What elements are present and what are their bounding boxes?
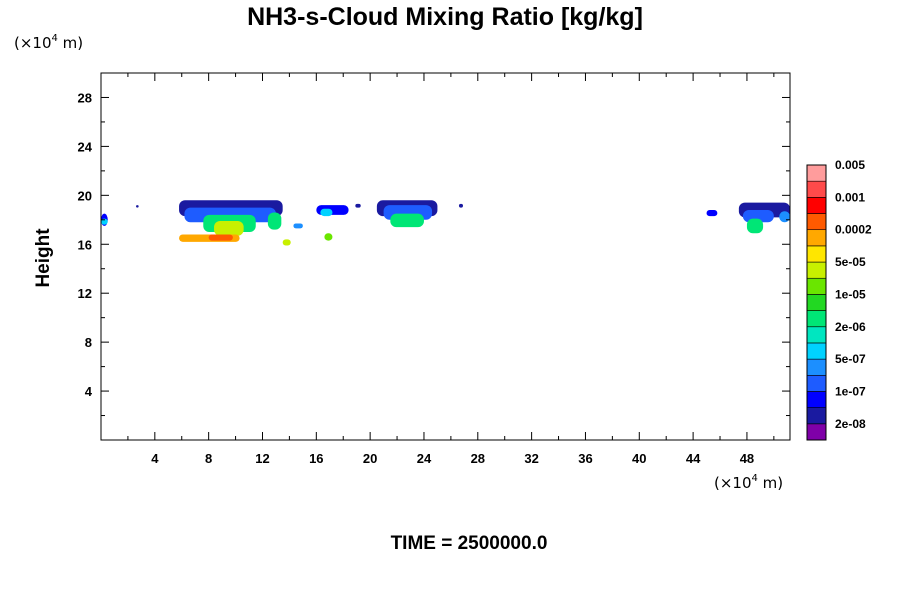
- colorbar-tick-label: 0.0002: [835, 223, 872, 237]
- y-tick-label: 8: [85, 335, 92, 350]
- x-tick-label: 20: [363, 451, 377, 466]
- x-tick-label: 40: [632, 451, 646, 466]
- colorbar-swatch: [806, 342, 827, 360]
- cloud-region-3: [214, 221, 244, 236]
- colorbar-tick-label: 2e-06: [835, 320, 866, 334]
- plot-background: [101, 73, 790, 440]
- x-axis: 4 8 12 16 20 24 28 32 36 40 44 48: [127, 73, 775, 466]
- colorbar-tick-label: 0.005: [835, 158, 865, 172]
- cloud-region-6: [267, 212, 282, 230]
- colorbar-swatch: [806, 245, 827, 263]
- colorbar-swatch: [806, 423, 827, 441]
- colorbar-tick-label: 5e-07: [835, 352, 866, 366]
- chart-title: NH3-s-Cloud Mixing Ratio [kg/kg]: [247, 3, 643, 31]
- x-tick-label: 12: [255, 451, 269, 466]
- cloud-region-21: [779, 211, 790, 223]
- colorbar-tick-label: 2e-08: [835, 417, 866, 431]
- colorbar-swatch: [806, 164, 827, 182]
- cloud-region-17: [706, 210, 718, 217]
- colorbar-swatch: [806, 310, 827, 328]
- colorbar-swatch: [806, 294, 827, 311]
- colorbar-swatch: [806, 277, 827, 295]
- cloud-region-7: [282, 239, 291, 246]
- cloud-region-15: [390, 213, 424, 228]
- x-tick-label: 8: [205, 451, 212, 466]
- x-tick-label: 24: [417, 451, 432, 466]
- time-label: TIME = 2500000.0: [391, 533, 548, 554]
- colorbar-frame: [806, 164, 827, 441]
- x-tick-label: 44: [686, 451, 701, 466]
- y-tick-label: 12: [78, 286, 92, 301]
- cloud-region-24: [135, 205, 139, 208]
- colorbar-tick-label: 5e-05: [835, 255, 866, 269]
- colorbar-swatch: [806, 213, 827, 231]
- cloud-region-16: [458, 203, 463, 208]
- colorbar-swatch: [806, 374, 827, 392]
- colorbar-swatch: [806, 326, 827, 344]
- colorbar-swatch: [806, 407, 827, 425]
- cloud-region-11: [324, 233, 333, 241]
- colorbar-swatch: [806, 391, 827, 408]
- y-tick-label: 4: [85, 384, 93, 399]
- cloud-region-10: [320, 208, 333, 217]
- colorbar-swatch: [806, 358, 827, 376]
- cloud-region-8: [293, 223, 303, 229]
- x-unit-label: (×104 m): [714, 473, 783, 492]
- x-tick-label: 36: [578, 451, 592, 466]
- cloud-region-5: [208, 234, 233, 241]
- colorbar-tick-label: 1e-05: [835, 287, 866, 301]
- x-tick-label: 48: [740, 451, 754, 466]
- y-tick-label: 16: [78, 237, 92, 252]
- cloud-region-20: [746, 218, 764, 234]
- colorbar-tick-label: 1e-07: [835, 384, 866, 398]
- y-axis: 4 8 12 16 20 24 28: [78, 90, 790, 417]
- colorbar-swatch: [806, 180, 827, 198]
- y-tick-label: 28: [78, 90, 92, 105]
- cloud-field: [101, 200, 790, 246]
- y-tick-label: 20: [78, 188, 92, 203]
- colorbar-swatch: [806, 197, 827, 214]
- x-tick-label: 16: [309, 451, 323, 466]
- cloud-region-12: [355, 203, 361, 208]
- y-unit-label: (×104 m): [14, 33, 83, 52]
- colorbar: 2e-08 1e-07 5e-07 2e-06 1e-05 5e-05 0.0002 0.00…: [806, 158, 872, 441]
- x-tick-label: 32: [524, 451, 538, 466]
- colorbar-swatch: [806, 261, 827, 279]
- plot-frame: [100, 72, 791, 441]
- colorbar-tick-label: 0.001: [835, 190, 865, 204]
- y-axis-label: Height: [33, 228, 54, 288]
- x-tick-label: 4: [151, 451, 159, 466]
- x-tick-label: 28: [471, 451, 485, 466]
- y-tick-label: 24: [78, 139, 93, 154]
- colorbar-swatch: [806, 229, 827, 247]
